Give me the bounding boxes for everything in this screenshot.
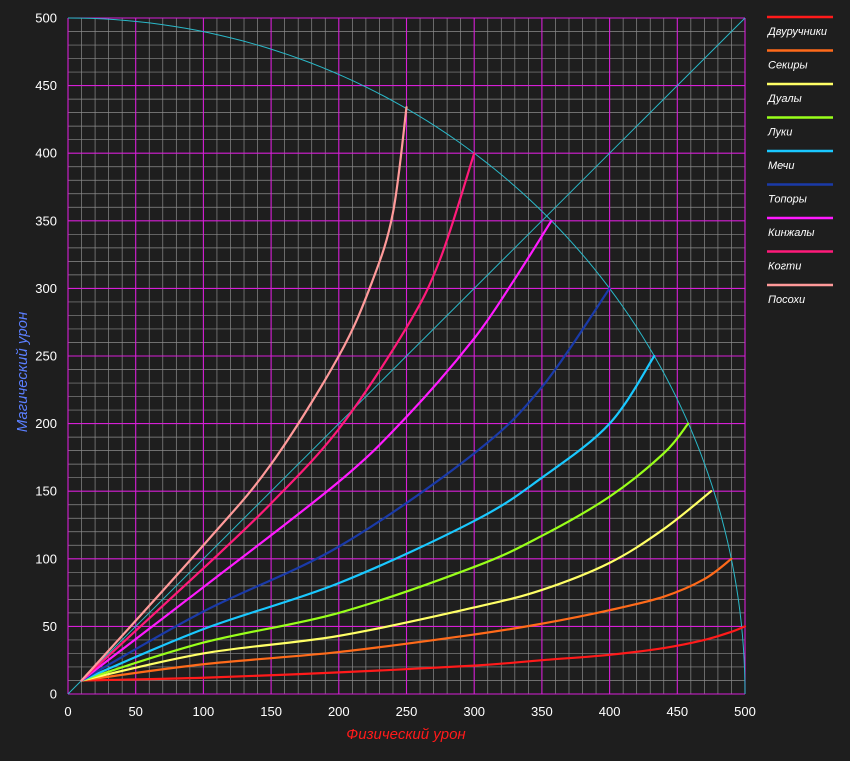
- series-line-8: [80, 106, 408, 682]
- x-tick-label: 250: [396, 704, 418, 719]
- series-lines: [80, 106, 747, 682]
- y-tick-label: 200: [35, 416, 57, 431]
- x-tick-label: 200: [328, 704, 350, 719]
- y-tick-label: 450: [35, 78, 57, 93]
- y-tick-label: 400: [35, 146, 57, 161]
- x-tick-label: 150: [260, 704, 282, 719]
- series-line-3: [80, 422, 690, 682]
- series-line-4: [80, 354, 656, 682]
- y-tick-label: 0: [50, 687, 57, 702]
- y-tick-label: 50: [43, 619, 57, 634]
- legend-label-1: Секиры: [768, 60, 808, 72]
- y-tick-label: 300: [35, 281, 57, 296]
- legend: Двуручники Секиры Дуалы Луки Мечи Топоры Кинжа…: [766, 15, 833, 306]
- reference-diagonal: [67, 17, 746, 695]
- legend-label-5: Топоры: [768, 194, 807, 206]
- legend-label-0: Двуручники: [766, 26, 827, 38]
- y-tick-label: 350: [35, 213, 57, 228]
- series-line-6: [80, 219, 553, 682]
- legend-label-3: Луки: [767, 127, 792, 139]
- x-tick-label: 400: [599, 704, 621, 719]
- x-axis-title: Физический урон: [346, 726, 465, 743]
- series-line-1: [80, 557, 733, 682]
- y-axis-title: Магический урон: [14, 312, 31, 433]
- x-tick-label: 350: [531, 704, 553, 719]
- y-tick-label: 250: [35, 349, 57, 364]
- legend-label-8: Посохи: [768, 294, 805, 306]
- legend-label-4: Мечи: [768, 160, 794, 172]
- legend-label-7: Когти: [768, 261, 801, 273]
- series-line-7: [80, 152, 476, 682]
- x-tick-label: 50: [128, 704, 142, 719]
- y-axis-ticks: 0 50 100 150 200 250 300 350 400 450 500: [35, 11, 57, 702]
- x-tick-label: 450: [666, 704, 688, 719]
- x-tick-label: 100: [193, 704, 215, 719]
- y-tick-label: 500: [35, 11, 57, 26]
- x-tick-label: 300: [463, 704, 485, 719]
- legend-label-2: Дуалы: [766, 93, 802, 105]
- x-axis-ticks: 0 50 100 150 200 250 300 350 400 450 500: [64, 704, 755, 719]
- reference-lines: [67, 17, 746, 695]
- series-line-0: [80, 625, 747, 682]
- series-line-2: [80, 490, 713, 682]
- y-tick-label: 100: [35, 551, 57, 566]
- y-tick-label: 150: [35, 484, 57, 499]
- legend-label-6: Кинжалы: [768, 227, 815, 239]
- x-tick-label: 500: [734, 704, 756, 719]
- series-line-5: [80, 287, 611, 682]
- x-tick-label: 0: [64, 704, 71, 719]
